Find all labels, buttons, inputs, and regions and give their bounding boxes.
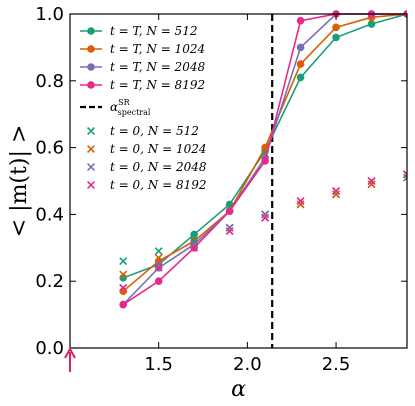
legend-label: t = T, N = 512 [110,24,197,38]
y-tick-label: 0.0 [35,338,64,359]
legend-item: αSR spectral [80,98,151,117]
data-point [225,227,234,236]
legend-label: t = T, N = 8192 [110,78,205,92]
data-point [190,243,199,252]
legend-label: t = 0, N = 8192 [110,178,207,192]
data-point [332,23,340,32]
data-point [296,200,305,209]
y-tick-label: 0.4 [35,204,64,225]
x-tick-label: 1.5 [144,354,173,375]
data-point [190,230,198,239]
legend-item: t = T, N = 8192 [80,78,205,92]
y-tick-label: 1.0 [35,4,64,25]
data-point [261,157,269,165]
y-tick-label: 0.8 [35,71,64,92]
data-point [119,257,128,266]
legend-item: t = 0, N = 2048 [87,160,207,174]
legend-marker [87,181,95,189]
axis-ticks: 1.5 2.0 2.5 0.0 0.2 0.4 0.6 0.8 1.0 [35,4,407,375]
legend-marker [87,81,95,89]
legend-marker [87,27,95,35]
legend-label: t = T, N = 1024 [110,42,205,56]
chart-marks [119,10,407,348]
data-point [403,170,407,179]
data-point [225,223,234,232]
x-tick-label: 2.0 [233,354,262,375]
legend-label: t = 0, N = 512 [110,124,199,138]
y-axis-label: < |m(t)| > [7,125,32,238]
legend-label: t = T, N = 2048 [110,60,205,74]
legend-item: t = T, N = 2048 [80,60,205,74]
data-point [190,237,199,246]
data-point [296,43,305,52]
data-point [261,210,270,219]
data-point [154,263,163,272]
data-point [367,180,376,189]
data-point [296,197,305,206]
data-point [332,190,341,199]
data-point [154,277,163,286]
data-point [154,247,163,256]
arrow-head [64,346,76,359]
x-axis-label: α [231,377,246,402]
legend: t = T, N = 512 t = T, N = 1024 t = T, N = … [80,24,207,192]
data-point [296,16,305,25]
legend-marker [87,127,95,135]
legend-label: t = 0, N = 2048 [110,160,207,174]
data-point [367,177,376,185]
data-point [261,213,270,222]
data-point [332,187,341,195]
data-point [154,260,163,269]
y-tick-label: 0.2 [35,271,64,292]
legend-marker [87,163,95,171]
data-point [296,73,305,82]
legend-item: t = T, N = 512 [80,24,197,38]
data-point [119,300,128,309]
series-7 [119,170,407,292]
legend-item: t = 0, N = 8192 [87,178,207,192]
data-point [154,253,163,262]
data-point [190,240,199,249]
data-point [332,33,340,42]
legend-marker [87,145,95,153]
data-point [403,173,407,182]
legend-label: t = 0, N = 1024 [110,142,207,156]
legend-marker [87,45,95,53]
legend-item: t = 0, N = 512 [87,124,199,138]
x-tick-label: 2.5 [322,354,351,375]
plot-frame [69,13,408,349]
data-point [225,207,234,215]
plot-area [119,10,407,348]
legend-item: t = 0, N = 1024 [87,142,207,156]
y-tick-label: 0.6 [35,138,64,159]
alpha-marker-arrow [64,346,76,372]
legend-item: t = T, N = 1024 [80,42,205,56]
data-point [119,283,128,292]
data-point [367,20,376,28]
legend-marker [87,63,95,71]
legend-label: αSR spectral [110,98,151,117]
data-point [119,270,128,279]
data-point [296,60,305,68]
